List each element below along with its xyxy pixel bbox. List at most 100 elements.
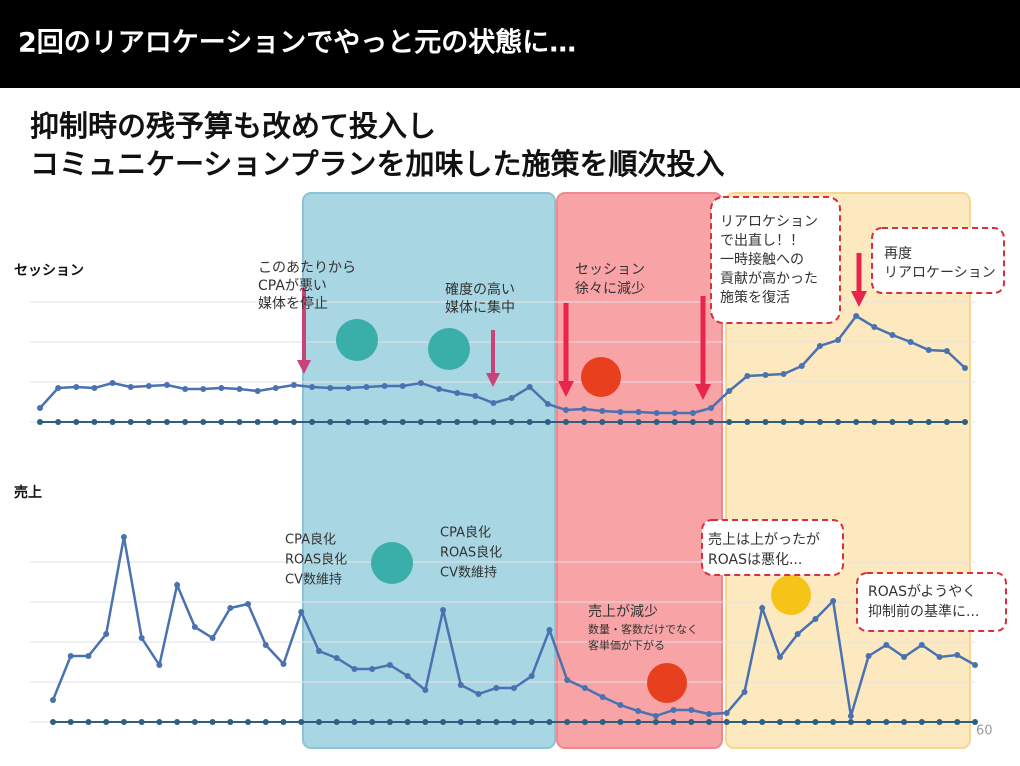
data-point [708, 405, 715, 411]
annotation: このあたりから [258, 260, 356, 276]
data-point [315, 648, 322, 654]
data-point [741, 689, 748, 695]
data-point [399, 383, 406, 389]
data-point [812, 616, 819, 622]
annotation: リアロケーション [884, 265, 996, 281]
data-point [599, 694, 606, 700]
data-point [617, 702, 624, 708]
data-point [436, 419, 443, 425]
data-point [120, 534, 127, 540]
data-point [200, 419, 207, 425]
data-point [475, 719, 482, 725]
annotation: 売上が減少 [588, 603, 658, 620]
data-point [245, 719, 252, 725]
annotation: 徐々に減少 [575, 280, 645, 297]
data-point [599, 408, 606, 414]
data-point [209, 635, 216, 641]
data-point [290, 419, 297, 425]
data-point [262, 719, 269, 725]
data-point [776, 719, 783, 725]
data-point [73, 384, 80, 390]
data-point [776, 654, 783, 660]
data-point [918, 642, 925, 648]
data-point [564, 719, 571, 725]
data-point [417, 419, 424, 425]
data-point [865, 719, 872, 725]
annotation: CV数維持 [440, 566, 497, 581]
data-point [209, 719, 216, 725]
data-point [436, 386, 443, 392]
chart-title: 売上 [14, 484, 42, 501]
data-point [762, 419, 769, 425]
data-point [298, 719, 305, 725]
data-point [182, 419, 189, 425]
data-point [290, 382, 297, 388]
data-point [174, 582, 181, 588]
chart-title: セッション [14, 263, 84, 279]
data-point [120, 719, 127, 725]
page-number: 60 [976, 724, 993, 739]
data-point [85, 719, 92, 725]
data-point [345, 385, 352, 391]
data-point [762, 372, 769, 378]
data-point [490, 400, 497, 406]
data-point [67, 653, 74, 659]
data-point [298, 609, 305, 615]
data-point [404, 673, 411, 679]
data-point [327, 419, 334, 425]
data-point [925, 419, 932, 425]
data-point [972, 662, 978, 668]
data-point [50, 697, 56, 703]
annotation: リアロケション [720, 214, 818, 230]
data-point [127, 384, 134, 390]
data-point [526, 419, 533, 425]
data-point [386, 662, 393, 668]
data-point [943, 348, 950, 354]
data-point [254, 419, 261, 425]
data-point [55, 419, 62, 425]
data-point [835, 337, 842, 343]
data-point [218, 385, 225, 391]
subtitle: コミュニケーションプランを加味した施策を順次投入 [30, 147, 725, 181]
data-point [50, 719, 56, 725]
annotation: CPA良化 [440, 525, 491, 541]
data-point [918, 719, 925, 725]
data-point [726, 388, 733, 394]
data-point [138, 635, 145, 641]
data-point [309, 419, 316, 425]
data-point [272, 385, 279, 391]
data-point [706, 711, 713, 717]
data-point [759, 605, 766, 611]
data-point [37, 405, 43, 411]
data-point [546, 719, 553, 725]
data-point [315, 719, 322, 725]
data-point [617, 409, 624, 415]
data-point [635, 419, 642, 425]
data-point [182, 386, 189, 392]
data-point [422, 719, 429, 725]
annotation: 抑制前の基準に... [868, 603, 979, 620]
data-point [544, 401, 551, 407]
data-point [227, 719, 234, 725]
header-bar [0, 0, 1020, 88]
data-point [493, 685, 500, 691]
data-point [671, 419, 678, 425]
data-point [528, 719, 535, 725]
data-point [688, 707, 695, 713]
data-point [706, 719, 713, 725]
data-point [493, 719, 500, 725]
data-point [369, 719, 376, 725]
data-point [925, 347, 932, 353]
data-point [85, 653, 92, 659]
data-point [508, 395, 515, 401]
data-point [163, 419, 170, 425]
data-point [345, 419, 352, 425]
data-point [156, 662, 163, 668]
data-point [794, 631, 801, 637]
annotation: CV数維持 [285, 573, 342, 588]
data-point [381, 383, 388, 389]
data-point [889, 419, 896, 425]
annotation: 一時接触への [720, 251, 804, 268]
data-point [907, 339, 914, 345]
